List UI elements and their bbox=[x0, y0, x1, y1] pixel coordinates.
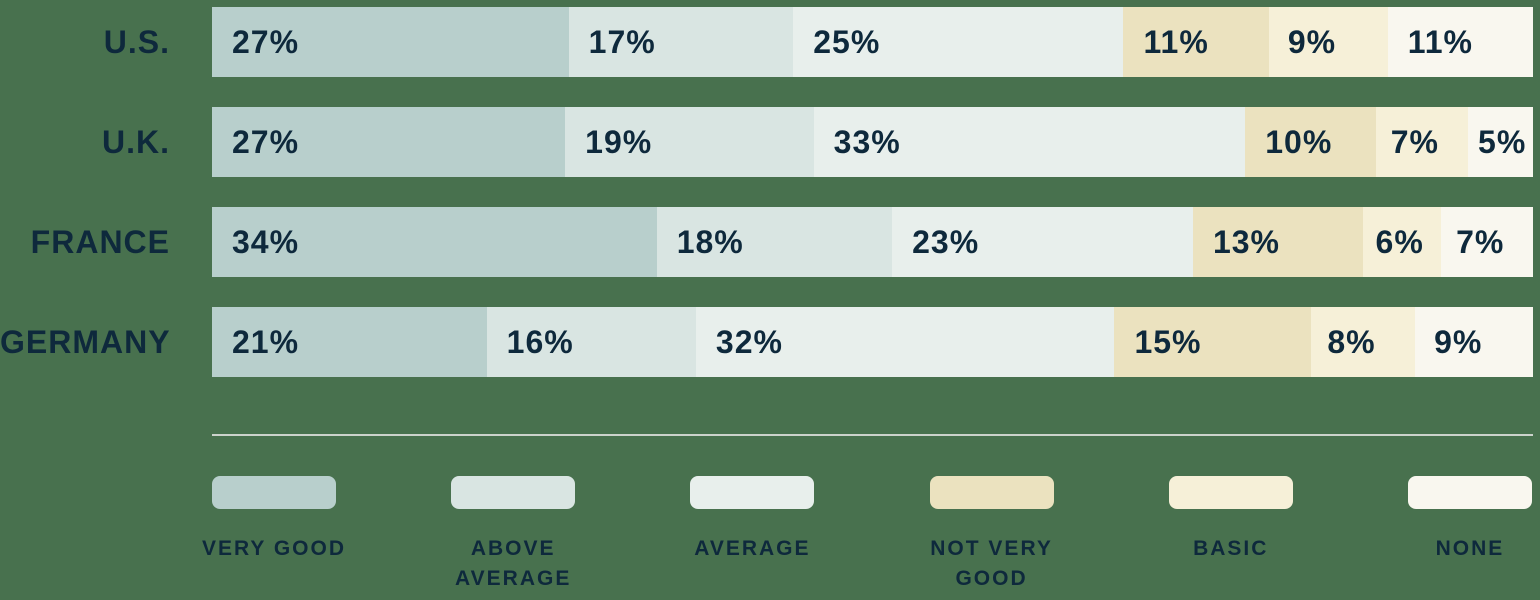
segment-value-label: 23% bbox=[912, 224, 980, 260]
segment-value-label: 27% bbox=[232, 124, 300, 160]
segment-value-label: 9% bbox=[1287, 24, 1337, 60]
bar-segment-not-very-good: 15% bbox=[1114, 307, 1311, 377]
bar-row-germany: GERMANY 21% 16% 32% 15% 8% 9% bbox=[0, 307, 1540, 377]
bar-row-u-k: U.K. 27% 19% 33% 10% 7% 5% bbox=[0, 107, 1540, 177]
bar-segment-none: 5% bbox=[1467, 107, 1533, 177]
chart-legend: VERY GOOD ABOVE AVERAGE AVERAGE NOT VERY GO… bbox=[202, 476, 1532, 595]
bar-row-u-s: U.S. 27% 17% 25% 11% 9% 11% bbox=[0, 7, 1540, 77]
segment-value-label: 17% bbox=[588, 24, 656, 60]
bar-segment-very-good: 21% bbox=[212, 307, 487, 377]
legend-divider bbox=[212, 434, 1533, 436]
row-label: U.S. bbox=[103, 24, 170, 60]
legend-label: NOT VERY GOOD bbox=[930, 537, 1053, 591]
bar-segment-basic: 6% bbox=[1362, 207, 1442, 277]
bar-segment-average: 32% bbox=[695, 307, 1115, 377]
segment-value-label: 15% bbox=[1134, 324, 1202, 360]
legend-item-none: NONE bbox=[1407, 476, 1532, 595]
segment-value-label: 7% bbox=[1456, 224, 1505, 260]
segment-value-label: 27% bbox=[232, 24, 300, 60]
legend-label: BASIC bbox=[1193, 537, 1269, 560]
legend-swatch bbox=[212, 476, 336, 509]
legend-item-not-very-good: NOT VERY GOOD bbox=[929, 476, 1054, 595]
segment-value-label: 8% bbox=[1327, 324, 1376, 360]
stacked-bar: 27% 19% 33% 10% 7% 5% bbox=[212, 107, 1533, 177]
segment-value-label: 21% bbox=[232, 324, 300, 360]
segment-value-label: 7% bbox=[1390, 124, 1439, 160]
row-label: FRANCE bbox=[30, 224, 170, 260]
segment-value-label: 11% bbox=[1407, 24, 1473, 60]
legend-swatch bbox=[451, 476, 576, 509]
bar-segment-not-very-good: 10% bbox=[1245, 107, 1377, 177]
segment-value-label: 16% bbox=[506, 324, 574, 360]
bar-segment-average: 25% bbox=[793, 7, 1124, 77]
stacked-bar: 27% 17% 25% 11% 9% 11% bbox=[212, 7, 1533, 77]
row-label: GERMANY bbox=[0, 324, 171, 360]
segment-value-label: 5% bbox=[1478, 124, 1527, 160]
bar-segment-none: 9% bbox=[1415, 307, 1533, 377]
legend-item-basic: BASIC bbox=[1168, 476, 1293, 595]
segment-value-label: 10% bbox=[1265, 124, 1333, 160]
legend-swatch bbox=[929, 476, 1054, 509]
legend-item-average: AVERAGE bbox=[690, 476, 815, 595]
segment-value-label: 34% bbox=[232, 224, 300, 260]
legend-label: ABOVE AVERAGE bbox=[455, 537, 572, 591]
bar-segment-none: 7% bbox=[1441, 207, 1533, 277]
bar-segment-very-good: 27% bbox=[212, 7, 569, 77]
segment-value-label: 18% bbox=[676, 224, 744, 260]
bar-segment-not-very-good: 13% bbox=[1192, 207, 1363, 277]
segment-value-label: 11% bbox=[1143, 24, 1209, 60]
segment-value-label: 19% bbox=[585, 124, 653, 160]
bar-segment-above-average: 19% bbox=[565, 107, 814, 177]
legend-swatch bbox=[1407, 476, 1532, 509]
bar-segment-basic: 9% bbox=[1268, 7, 1388, 77]
segment-value-label: 13% bbox=[1212, 224, 1280, 260]
row-label: U.K. bbox=[102, 124, 170, 160]
bar-segment-not-very-good: 11% bbox=[1123, 7, 1269, 77]
bar-segment-above-average: 18% bbox=[656, 207, 893, 277]
legend-label: VERY GOOD bbox=[201, 537, 347, 560]
bar-segment-above-average: 17% bbox=[568, 7, 794, 77]
bar-segment-basic: 7% bbox=[1376, 107, 1468, 177]
stacked-bar: 34% 18% 23% 13% 6% 7% bbox=[212, 207, 1533, 277]
stacked-bar: 21% 16% 32% 15% 8% 9% bbox=[212, 307, 1533, 377]
legend-swatch bbox=[690, 476, 815, 509]
chart-rows: U.S. 27% 17% 25% 11% 9% 11% U.K. 27% 19% 33% 10% 7% 5… bbox=[0, 7, 1540, 377]
bar-segment-above-average: 16% bbox=[486, 307, 696, 377]
legend-label: AVERAGE bbox=[694, 537, 811, 560]
segment-value-label: 6% bbox=[1375, 224, 1424, 260]
bar-segment-very-good: 34% bbox=[212, 207, 657, 277]
bar-segment-average: 33% bbox=[813, 107, 1246, 177]
segment-value-label: 9% bbox=[1434, 324, 1483, 360]
bar-segment-average: 23% bbox=[892, 207, 1193, 277]
legend-label: NONE bbox=[1435, 537, 1505, 560]
bar-row-france: FRANCE 34% 18% 23% 13% 6% 7% bbox=[0, 207, 1540, 277]
legend-swatch bbox=[1168, 476, 1293, 509]
legend-item-above-average: ABOVE AVERAGE bbox=[451, 476, 576, 595]
segment-value-label: 33% bbox=[833, 124, 901, 160]
segment-value-label: 25% bbox=[813, 24, 881, 60]
bar-segment-none: 11% bbox=[1387, 7, 1533, 77]
legend-item-very-good: VERY GOOD bbox=[202, 476, 344, 595]
bar-segment-basic: 8% bbox=[1310, 307, 1416, 377]
segment-value-label: 32% bbox=[715, 324, 783, 360]
bar-segment-very-good: 27% bbox=[212, 107, 566, 177]
